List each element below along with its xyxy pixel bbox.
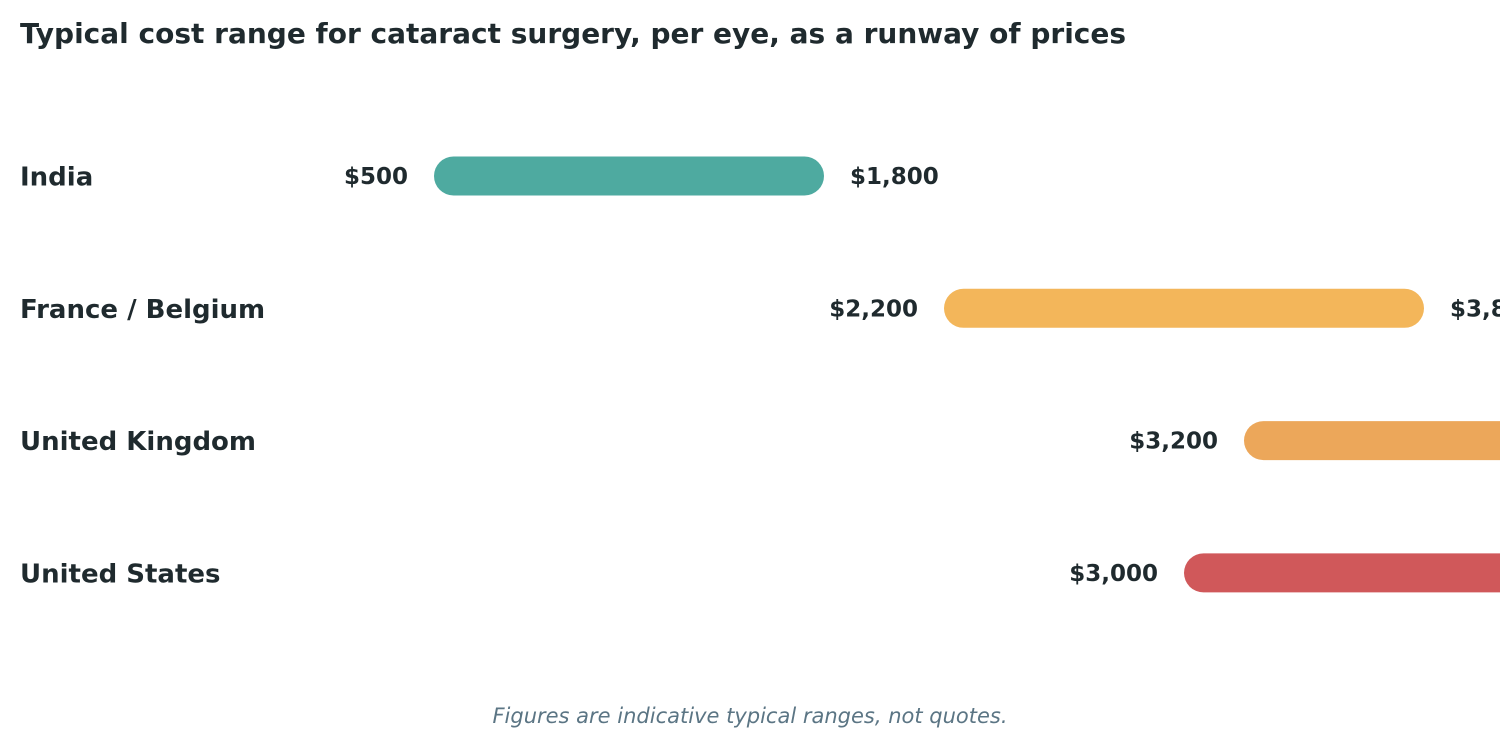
range-row: India $500 $1,800	[20, 156, 939, 196]
low-value-label: $2,200	[829, 296, 918, 322]
chart-footnote: Figures are indicative typical ranges, n…	[492, 704, 1007, 728]
category-label: India	[20, 163, 93, 193]
range-bar	[1244, 421, 1500, 461]
chart-title: Typical cost range for cataract surgery,…	[20, 17, 1126, 50]
range-bar	[1184, 553, 1500, 593]
range-bar	[944, 288, 1424, 328]
low-value-label: $500	[344, 164, 408, 190]
high-value-label: $3,800	[1450, 296, 1500, 322]
low-value-label: $3,200	[1129, 429, 1218, 455]
category-label: United Kingdom	[20, 427, 256, 457]
category-label: United States	[20, 559, 221, 589]
range-row: United States$3,000$5,000	[20, 553, 1500, 593]
chart-rows: India $500 $1,800 France / Belgium $2,200 $3,…	[20, 156, 1500, 593]
category-label: France / Belgium	[20, 295, 265, 325]
range-row: France / Belgium $2,200 $3,800	[20, 288, 1500, 328]
low-value-label: $3,000	[1069, 561, 1158, 587]
high-value-label: $1,800	[850, 164, 939, 190]
range-bar	[434, 156, 824, 196]
range-row: United Kingdom$3,200$5,000	[20, 421, 1500, 461]
